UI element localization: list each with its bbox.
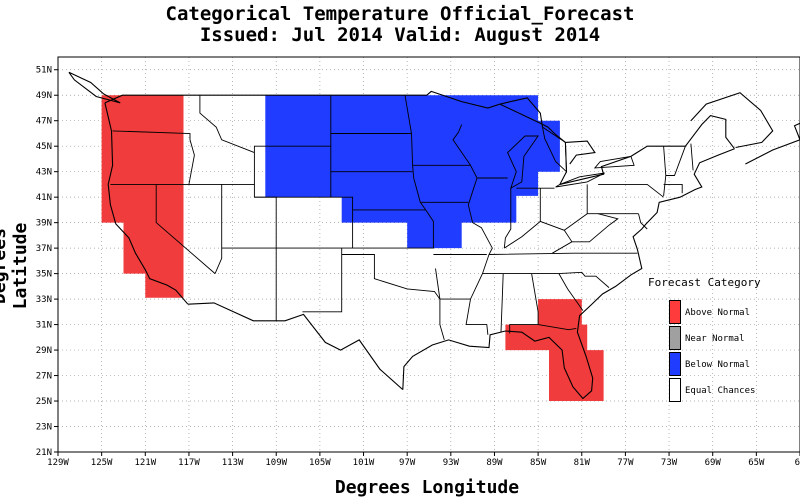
coast-pacific xyxy=(104,102,189,305)
y-tick-label: 35N xyxy=(36,270,52,280)
legend-label-near: Near Normal xyxy=(685,334,745,344)
border-ga-fl xyxy=(538,324,577,331)
lake-michigan xyxy=(507,135,539,190)
x-tick-label: 77W xyxy=(617,458,634,468)
legend-label-below: Below Normal xyxy=(685,360,751,370)
x-tick-label: 81W xyxy=(574,458,591,468)
coast-nova-scotia xyxy=(745,122,800,165)
y-tick-label: 29N xyxy=(36,346,52,356)
border-mn-sd xyxy=(404,95,427,211)
border-ny-new-england xyxy=(663,146,667,196)
region-above-west xyxy=(101,95,184,298)
legend-swatch-near xyxy=(669,326,681,350)
border-tn-nc-va xyxy=(488,252,638,255)
legend-item-near: Near Normal xyxy=(669,326,789,350)
y-tick-label: 41N xyxy=(36,193,52,203)
x-tick-label: 97W xyxy=(399,458,416,468)
legend-label-equal: Equal Chances xyxy=(685,386,756,396)
legend-item-equal: Equal Chances xyxy=(669,378,789,402)
border-tn-ga-nc-sc xyxy=(482,271,610,288)
region-above-southeast xyxy=(505,299,604,401)
border-ga-sc xyxy=(558,273,584,311)
y-tick-label: 43N xyxy=(36,168,52,178)
legend-title: Forecast Category xyxy=(648,276,761,289)
x-tick-label: 69W xyxy=(705,458,722,468)
y-tick-label: 23N xyxy=(36,423,52,433)
border-de-md xyxy=(638,213,648,230)
y-tick-label: 47N xyxy=(36,117,52,127)
border-co xyxy=(254,196,354,249)
border-ks xyxy=(352,209,434,249)
x-tick-label: 65W xyxy=(748,458,765,468)
legend-swatch-equal xyxy=(669,378,681,402)
border-vt-nh xyxy=(665,146,686,176)
legend-swatch-above xyxy=(669,300,681,324)
chart-title: Categorical Temperature Official_Forecas… xyxy=(0,4,800,46)
y-tick-label: 31N xyxy=(36,321,52,331)
border-ct-ma xyxy=(663,183,683,194)
coast-vancouver-island xyxy=(68,71,121,104)
border-ok-tx xyxy=(341,254,445,341)
border-canada xyxy=(104,90,735,186)
legend-item-below: Below Normal xyxy=(669,352,789,376)
border-mexico xyxy=(187,302,404,391)
border-mn-wi xyxy=(452,124,471,166)
border-al-ga-fl xyxy=(509,273,539,334)
border-mississippi xyxy=(465,204,493,335)
y-tick-label: 27N xyxy=(36,372,52,382)
axis-ticks: 129W 125W 121W 117W 113W 109W 105W 101W 97W 93W 89… xyxy=(36,66,800,468)
x-tick-label: 129W xyxy=(47,458,69,468)
x-tick-label: 73W xyxy=(661,458,678,468)
border-ia xyxy=(412,164,478,205)
y-tick-label: 25N xyxy=(36,397,52,407)
x-tick-label: 101W xyxy=(353,458,375,468)
border-nh-me xyxy=(690,143,694,171)
y-tick-label: 45N xyxy=(36,142,52,152)
y-tick-label: 37N xyxy=(36,244,52,254)
y-tick-label: 39N xyxy=(36,219,52,229)
y-tick-label: 51N xyxy=(36,66,52,76)
coast-georgian-bay xyxy=(565,140,596,165)
map-frame xyxy=(57,56,800,453)
x-tick-label: 61 xyxy=(795,458,800,468)
x-tick-label: 125W xyxy=(91,458,113,468)
y-tick-label: 21N xyxy=(36,448,52,458)
y-axis-label: Degrees Latitude xyxy=(0,222,31,310)
x-tick-label: 113W xyxy=(222,458,244,468)
title-line-2: Issued: Jul 2014 Valid: August 2014 xyxy=(199,24,601,46)
legend-swatch-below xyxy=(669,352,681,376)
border-ms-al xyxy=(500,273,504,333)
border-oh-wv xyxy=(564,213,588,231)
coast-lake-superior-north xyxy=(499,97,544,128)
x-tick-label: 93W xyxy=(443,458,460,468)
x-axis-label: Degrees Longitude xyxy=(334,477,520,498)
y-tick-label: 49N xyxy=(36,91,52,101)
coast-gulf-st-lawrence xyxy=(690,92,774,149)
border-wv-va xyxy=(571,213,619,243)
title-line-1: Categorical Temperature Official_Forecas… xyxy=(165,3,635,25)
border-ky xyxy=(504,220,573,254)
x-tick-label: 89W xyxy=(486,458,503,468)
border-id-mt xyxy=(199,95,255,154)
border-pa xyxy=(586,184,639,215)
border-ar xyxy=(435,268,471,300)
legend: Forecast Category Above Normal Near Norm… xyxy=(645,276,795,402)
border-ca-nv xyxy=(155,184,216,274)
legend-label-above: Above Normal xyxy=(685,308,751,318)
coastline xyxy=(68,71,800,400)
border-ny-pa xyxy=(598,183,664,198)
legend-item-above: Above Normal xyxy=(669,300,789,324)
border-nv-ut xyxy=(214,184,223,274)
border-nm-tx xyxy=(302,248,343,313)
coast-atlantic-gulf xyxy=(402,148,735,400)
border-il-in xyxy=(503,188,512,249)
border-or xyxy=(110,130,195,185)
x-tick-label: 105W xyxy=(309,458,331,468)
x-tick-label: 109W xyxy=(265,458,287,468)
y-tick-label: 33N xyxy=(36,295,52,305)
x-tick-label: 117W xyxy=(178,458,200,468)
x-tick-label: 121W xyxy=(134,458,156,468)
x-tick-label: 85W xyxy=(530,458,547,468)
